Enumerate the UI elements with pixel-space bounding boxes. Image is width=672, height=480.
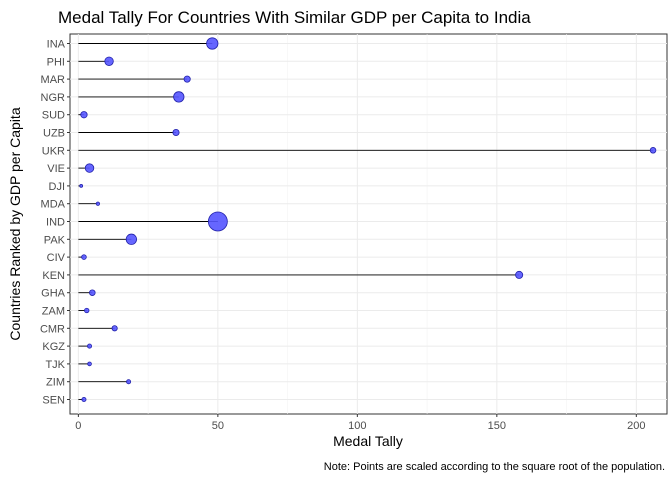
data-point xyxy=(87,361,92,367)
data-point xyxy=(126,379,132,385)
plot-panel xyxy=(69,33,668,415)
chart-caption: Note: Points are scaled according to the… xyxy=(324,461,665,473)
y-tick-label: SUD xyxy=(42,110,65,122)
data-point xyxy=(81,254,87,260)
y-tick-label: TJK xyxy=(45,359,65,371)
x-tick-label: 0 xyxy=(75,420,81,432)
x-axis-title: Medal Tally xyxy=(333,433,403,449)
y-tick-label: VIE xyxy=(47,163,65,175)
y-tick-label: SEN xyxy=(42,395,65,407)
y-tick-label: KEN xyxy=(42,270,65,282)
data-point xyxy=(183,75,191,83)
data-point xyxy=(89,289,96,296)
y-tick-label: UZB xyxy=(43,128,65,140)
data-point xyxy=(206,37,219,50)
data-point xyxy=(79,183,84,188)
y-tick-label: INA xyxy=(47,39,66,51)
data-point xyxy=(104,56,114,66)
data-point xyxy=(111,325,118,332)
y-tick-label: MDA xyxy=(41,199,66,211)
data-point xyxy=(649,147,657,154)
data-point xyxy=(172,128,180,137)
x-tick-label: 200 xyxy=(627,420,645,432)
data-point xyxy=(95,201,101,206)
y-tick-label: IND xyxy=(46,217,65,229)
y-tick-label: PHI xyxy=(47,56,65,68)
x-axis: 0 50 100 150 200 xyxy=(75,414,645,432)
y-tick-label: DJI xyxy=(49,181,66,193)
x-tick-label: 100 xyxy=(348,420,366,432)
data-point xyxy=(515,270,524,279)
y-tick-label: UKR xyxy=(42,145,65,157)
y-tick-label: CIV xyxy=(47,252,66,264)
y-tick-label: MAR xyxy=(41,74,66,86)
data-point xyxy=(207,211,228,232)
data-point xyxy=(125,233,137,245)
data-point xyxy=(173,91,185,103)
y-tick-label: GHA xyxy=(41,288,66,300)
data-point xyxy=(81,397,87,402)
y-tick-label: ZAM xyxy=(42,306,65,318)
y-axis-title: Countries Ranked by GDP per Capita xyxy=(7,107,23,340)
y-tick-label: ZIM xyxy=(46,377,65,389)
data-point xyxy=(84,163,95,173)
data-point xyxy=(84,307,90,314)
data-point xyxy=(80,111,88,119)
chart-title: Medal Tally For Countries With Similar G… xyxy=(58,8,531,27)
x-tick-label: 50 xyxy=(212,420,224,432)
data-marks xyxy=(78,37,657,402)
y-tick-label: PAK xyxy=(44,234,66,246)
y-tick-label: CMR xyxy=(40,323,65,335)
data-point xyxy=(87,343,93,349)
x-tick-label: 150 xyxy=(488,420,506,432)
y-tick-label: NGR xyxy=(41,92,66,104)
y-axis: INA PHI MAR NGR SUD UZB UKR VIE DJI MDA IND PAK CIV K… xyxy=(40,39,70,407)
y-tick-label: KGZ xyxy=(42,341,65,353)
